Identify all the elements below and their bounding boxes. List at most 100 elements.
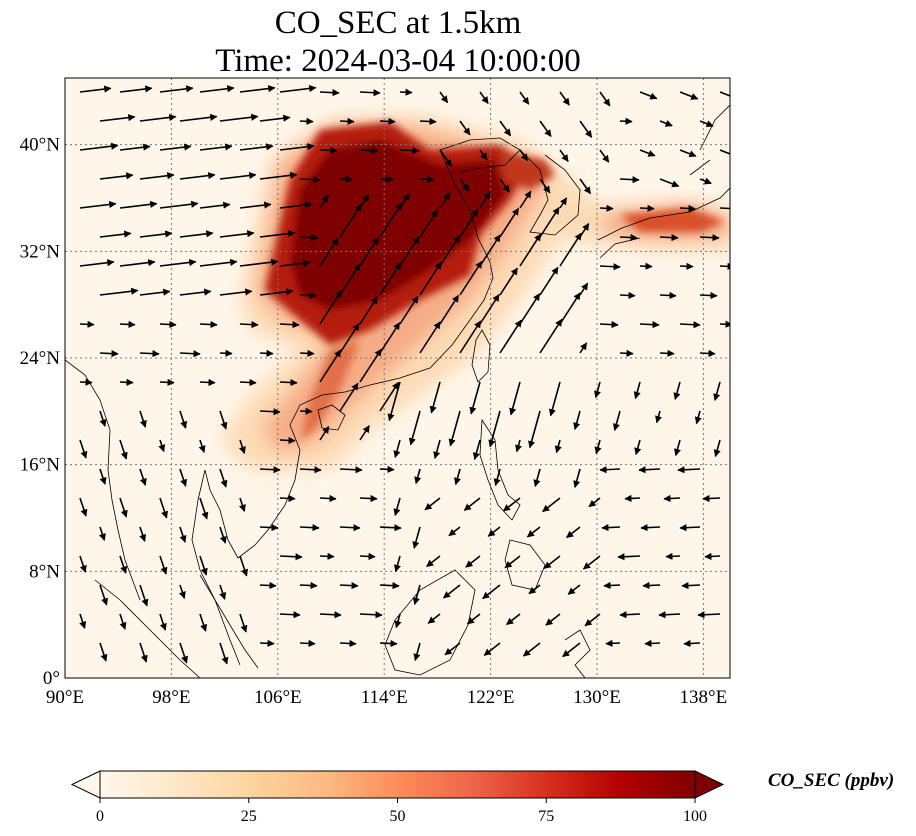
borneo: [384, 569, 476, 676]
wind-arrow: [499, 267, 519, 296]
wind-arrow: [98, 526, 106, 541]
lon-tick-label: 122°E: [467, 687, 515, 708]
wind-arrow: [219, 642, 229, 665]
wind-arrow: [199, 143, 233, 151]
wind-arrow: [619, 176, 640, 184]
wind-arrow: [399, 295, 419, 325]
wind-arrow: [594, 439, 602, 455]
lat-tick-label: 8°N: [29, 561, 60, 582]
wind-arrow: [699, 234, 720, 242]
wind-arrow: [199, 497, 209, 520]
wind-arrow: [665, 552, 681, 560]
wind-arrow: [519, 293, 541, 325]
wind-arrow: [279, 84, 317, 93]
wind-arrow: [299, 233, 319, 242]
wind-arrow: [119, 378, 134, 386]
wind-arrow: [533, 468, 541, 488]
wind-arrow: [319, 89, 340, 97]
wind-arrow: [599, 466, 621, 474]
wind-arrow: [679, 204, 696, 213]
wind-arrow: [79, 85, 112, 93]
wind-arrow: [699, 349, 716, 358]
wind-arrow: [159, 143, 192, 151]
wind-arrow: [219, 171, 257, 180]
wind-arrow: [319, 611, 342, 619]
wind-arrow: [659, 349, 675, 357]
wind-arrow: [448, 526, 461, 537]
wind-arrow: [119, 613, 127, 630]
wind-arrow: [499, 319, 522, 354]
wind-arrow: [239, 613, 248, 633]
wind-arrow: [199, 201, 231, 209]
wind-arrow: [239, 555, 249, 577]
colorbar-tick-label: 75: [538, 808, 554, 825]
wind-arrow: [639, 149, 656, 157]
wind-arrow: [259, 581, 277, 590]
wind-arrow: [79, 320, 95, 328]
wind-arrow: [219, 288, 253, 296]
wind-arrow: [499, 178, 510, 193]
latitude-tick-labels: 0° 8°N 16°N 24°N 32°N 40°N: [20, 135, 61, 689]
wind-arrow: [198, 439, 206, 454]
wind-arrow: [603, 581, 621, 590]
wind-arrow: [339, 117, 355, 125]
wind-arrow: [502, 497, 521, 512]
luzon: [479, 418, 521, 521]
wind-arrow: [639, 321, 660, 329]
wind-arrow: [339, 323, 360, 354]
wind-arrow: [199, 320, 218, 329]
taiwan: [471, 329, 491, 383]
plot-frame: [64, 77, 731, 679]
wind-arrow: [279, 494, 296, 503]
wind-arrow: [519, 233, 542, 267]
wind-arrow: [319, 494, 337, 503]
wind-arrow: [584, 613, 601, 627]
wind-arrow: [499, 120, 512, 137]
wind-arrow: [179, 468, 188, 487]
wind-arrow: [545, 613, 561, 626]
wind-arrow: [697, 611, 721, 619]
wind-arrow: [199, 378, 216, 387]
china-coast: [321, 149, 494, 396]
wind-arrow: [559, 91, 570, 106]
wind-arrow: [339, 524, 361, 532]
wind-arrow: [359, 296, 379, 325]
wind-arrow: [619, 349, 634, 357]
sulawesi: [564, 629, 591, 678]
wind-arrow: [99, 287, 139, 296]
wind-arrow: [139, 468, 147, 486]
wind-arrow: [414, 468, 422, 485]
wind-arrow: [393, 497, 401, 517]
wind-arrow: [448, 410, 461, 447]
wind-arrow: [99, 642, 108, 662]
wind-arrow: [239, 378, 257, 387]
wind-arrow: [619, 233, 638, 242]
wind-arrow: [79, 142, 119, 151]
wind-arrow: [319, 425, 330, 441]
wind-arrow: [239, 320, 259, 329]
wind-arrow: [439, 192, 451, 209]
wind-arrow: [339, 581, 359, 590]
wind-arrow: [487, 526, 501, 537]
wind-arrow: [279, 553, 303, 561]
wind-arrow: [394, 613, 402, 629]
wind-arrow: [424, 497, 441, 511]
wind-arrow: [459, 208, 479, 238]
wind-arrow: [339, 175, 353, 183]
wind-arrow: [259, 288, 294, 296]
wind-arrow: [279, 611, 301, 619]
japan-north: [689, 104, 730, 176]
wind-arrow: [579, 120, 593, 138]
wind-arrow: [427, 613, 441, 624]
wind-arrow: [299, 407, 313, 415]
wind-arrow: [599, 149, 610, 163]
wind-arrow: [179, 642, 189, 664]
wind-arrow: [459, 260, 483, 296]
wind-arrow: [219, 410, 228, 430]
colorbar-extend-high: [694, 770, 725, 799]
wind-arrow: [279, 143, 315, 151]
wind-arrow: [567, 584, 581, 595]
wind-arrow: [359, 552, 376, 561]
wind-arrow: [299, 466, 322, 474]
wind-arrow: [259, 230, 296, 238]
